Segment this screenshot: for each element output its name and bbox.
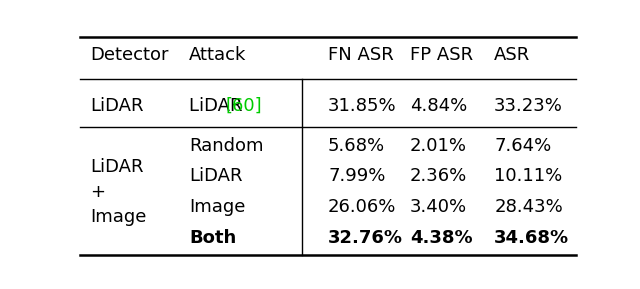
Text: 5.68%: 5.68% [328, 137, 385, 155]
Text: FP ASR: FP ASR [410, 46, 473, 64]
Text: FN ASR: FN ASR [328, 46, 394, 64]
Text: 2.01%: 2.01% [410, 137, 467, 155]
Text: LiDAR
+
Image: LiDAR + Image [90, 158, 147, 226]
Text: 33.23%: 33.23% [494, 97, 563, 115]
Text: [60]: [60] [225, 97, 262, 115]
Text: LiDAR: LiDAR [189, 167, 243, 185]
Text: LiDAR: LiDAR [90, 97, 143, 115]
Text: 10.11%: 10.11% [494, 167, 563, 185]
Text: Both: Both [189, 229, 236, 247]
Text: Detector: Detector [90, 46, 168, 64]
Text: 34.68%: 34.68% [494, 229, 570, 247]
Text: Image: Image [189, 198, 246, 216]
Text: 3.40%: 3.40% [410, 198, 467, 216]
Text: 28.43%: 28.43% [494, 198, 563, 216]
Text: Attack: Attack [189, 46, 246, 64]
Text: 31.85%: 31.85% [328, 97, 397, 115]
Text: 32.76%: 32.76% [328, 229, 403, 247]
Text: LiDAR: LiDAR [189, 97, 248, 115]
Text: 7.99%: 7.99% [328, 167, 385, 185]
Text: 26.06%: 26.06% [328, 198, 396, 216]
Text: ASR: ASR [494, 46, 531, 64]
Text: 2.36%: 2.36% [410, 167, 467, 185]
Text: Random: Random [189, 137, 264, 155]
Text: 7.64%: 7.64% [494, 137, 552, 155]
Text: 4.38%: 4.38% [410, 229, 472, 247]
Text: 4.84%: 4.84% [410, 97, 467, 115]
